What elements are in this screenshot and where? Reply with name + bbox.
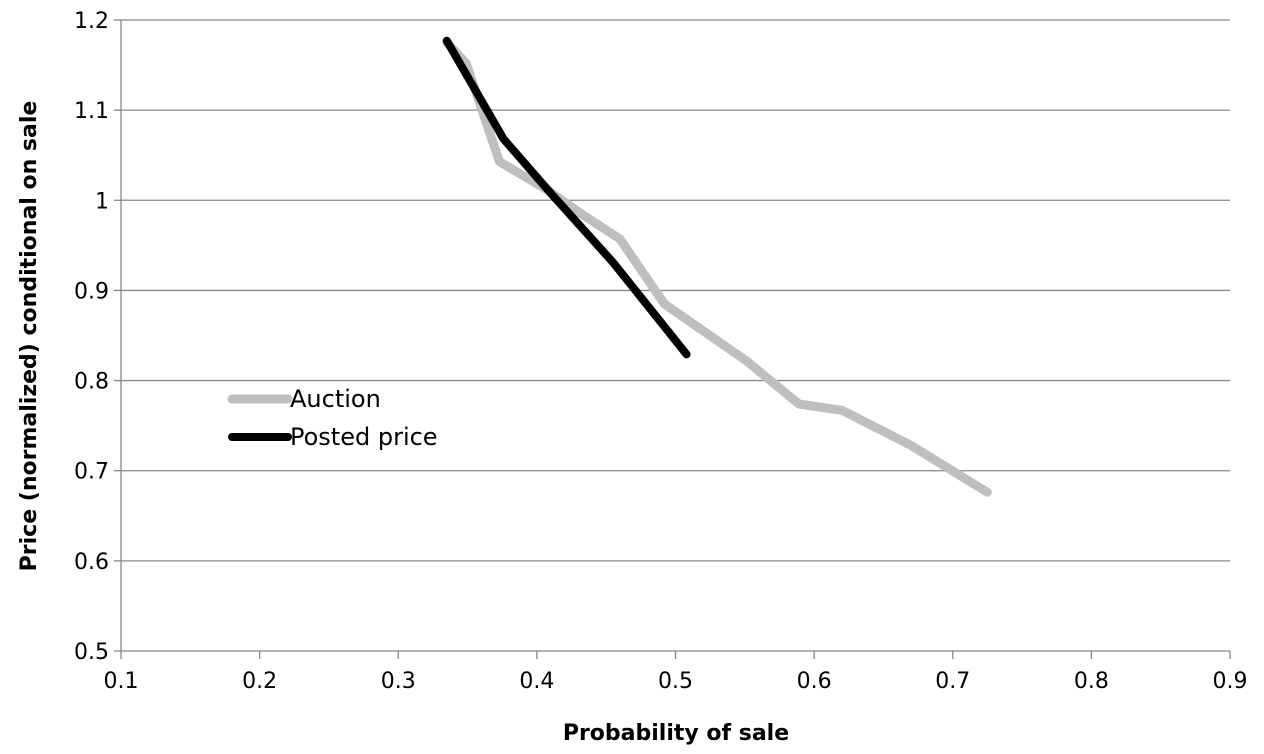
series-lines: [442, 36, 992, 497]
y-tick-label: 0.9: [74, 279, 109, 304]
x-tick-label: 0.7: [935, 669, 970, 694]
axes: [114, 19, 1231, 659]
x-tick-label: 0.9: [1213, 669, 1248, 694]
y-tick-label: 1.2: [74, 9, 109, 34]
series-line-posted-price: [442, 36, 691, 359]
x-tick-label: 0.6: [797, 669, 832, 694]
y-tick-label: 1: [95, 189, 109, 214]
legend-label: Posted price: [290, 423, 438, 451]
gridlines: [121, 19, 1230, 562]
y-tick-label: 0.6: [74, 550, 109, 575]
series-line-auction: [442, 38, 992, 497]
x-tick-label: 0.1: [104, 669, 139, 694]
y-tick-label: 0.8: [74, 370, 109, 395]
y-tick-label: 0.5: [74, 640, 109, 665]
x-axis-title: Probability of sale: [563, 721, 789, 746]
y-tick-labels: 0.5 0.6 0.7 0.8 0.9 1 1.1 1.2: [74, 9, 109, 665]
x-tick-label: 0.8: [1074, 669, 1109, 694]
x-tick-label: 0.3: [381, 669, 416, 694]
x-tick-label: 0.2: [242, 669, 277, 694]
legend: Auction Posted price: [227, 385, 438, 451]
y-axis-title: Price (normalized) conditional on sale: [17, 101, 42, 572]
legend-label: Auction: [290, 385, 381, 413]
x-tick-labels: 0.1 0.2 0.3 0.4 0.5 0.6 0.7 0.8 0.9: [104, 669, 1248, 694]
x-tick-label: 0.4: [519, 669, 554, 694]
y-tick-label: 1.1: [74, 99, 109, 124]
y-tick-label: 0.7: [74, 460, 109, 485]
x-tick-label: 0.5: [658, 669, 693, 694]
